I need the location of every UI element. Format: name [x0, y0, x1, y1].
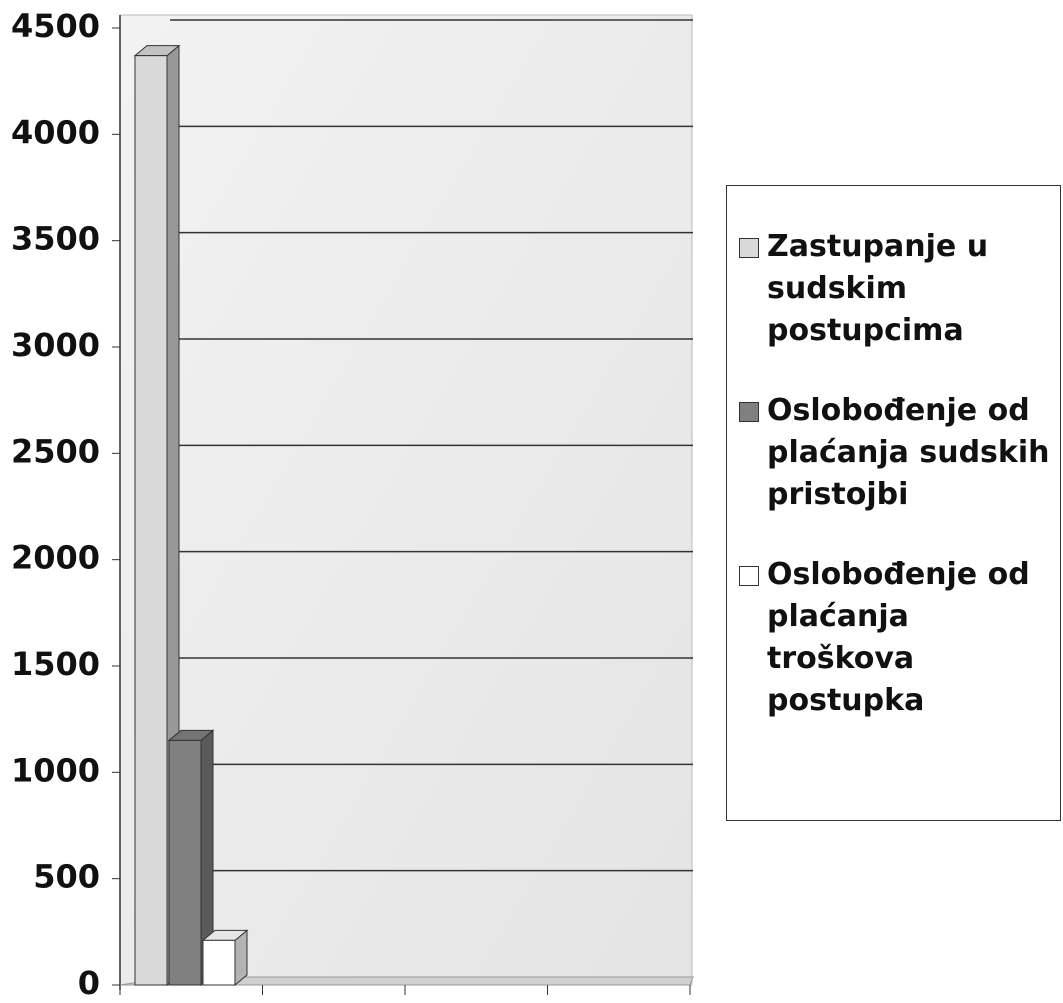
legend-swatch — [739, 238, 759, 258]
y-tick-label: 4500 — [11, 7, 100, 45]
bar-front — [134, 55, 168, 986]
legend-label: Oslobođenje od plaćanja troškova postupk… — [767, 557, 1030, 718]
y-tick-label: 500 — [33, 858, 100, 896]
y-tick-label: 1000 — [11, 751, 100, 789]
plot-wall — [119, 14, 693, 986]
bar-front — [168, 739, 202, 986]
y-tick-label: 2500 — [11, 432, 100, 470]
bar-front — [202, 939, 236, 986]
bar — [201, 929, 249, 987]
y-tick-label: 0 — [78, 964, 100, 1002]
legend-label: Oslobođenje od plaćanja sudskih pristojb… — [767, 393, 1050, 512]
y-tick-label: 3500 — [11, 220, 100, 258]
legend-swatch — [739, 566, 759, 586]
legend-item: Oslobođenje od plaćanja sudskih pristojb… — [739, 390, 1060, 516]
legend: Zastupanje u sudskim postupcima Oslobođen… — [726, 185, 1061, 821]
y-tick-label: 4000 — [11, 113, 100, 151]
y-tick-label: 2000 — [11, 539, 100, 577]
legend-label: Zastupanje u sudskim postupcima — [767, 229, 989, 348]
y-tick-label: 3000 — [11, 326, 100, 364]
legend-item: Zastupanje u sudskim postupcima — [739, 226, 1060, 352]
chart: 0 500 1000 1500 2000 2500 3000 3500 4000 4500 — [11, 7, 694, 1002]
legend-swatch — [739, 402, 759, 422]
y-tick-label: 1500 — [11, 645, 100, 683]
legend-item: Oslobođenje od plaćanja troškova postupk… — [739, 554, 1060, 722]
